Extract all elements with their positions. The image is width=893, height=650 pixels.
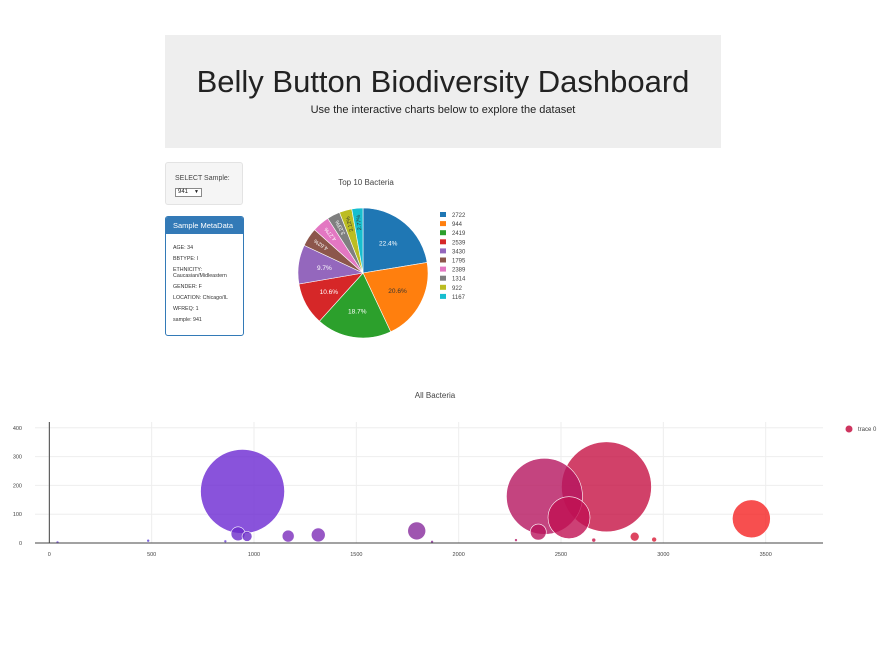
bubble-legend-label[interactable]: trace 0 [858, 427, 877, 433]
bubble-chart-title: All Bacteria [415, 391, 456, 400]
y-tick-label: 0 [19, 541, 22, 547]
metadata-line: WFREQ: 1 [173, 306, 199, 312]
sample-select-dropdown[interactable]: 941 ▼ [175, 188, 202, 197]
bubble-point[interactable] [629, 531, 640, 542]
pie-slice-2722[interactable] [362, 207, 428, 274]
y-tick-label: 300 [13, 455, 22, 461]
sample-selector-label: SELECT Sample: [175, 175, 230, 182]
pie-slice-label: 18.7% [348, 309, 367, 316]
metadata-line: BBTYPE: I [173, 256, 199, 262]
x-tick-label: 2500 [555, 552, 567, 558]
pie-slice-label: 20.6% [388, 288, 407, 295]
metadata-line: ETHNICITY: Caucasian/Midleastern [173, 267, 227, 279]
sample-select-value: 941 [178, 189, 189, 195]
sample-selector-well: SELECT Sample: 941 ▼ [165, 162, 243, 205]
pie-slice-label: 9.7% [317, 265, 332, 272]
bubble-point[interactable] [281, 529, 295, 543]
pie-slice-1167[interactable] [351, 207, 364, 274]
metadata-line: LOCATION: Chicago/IL [173, 295, 228, 301]
metadata-line: AGE: 34 [173, 245, 194, 251]
pie-legend-label[interactable]: 1314 [452, 277, 466, 283]
bubble-point[interactable] [514, 538, 518, 542]
metadata-panel-title: Sample MetaData [166, 217, 243, 234]
legend-swatch[interactable] [440, 275, 446, 281]
pie-slice-label: 2.77% [356, 214, 363, 230]
y-tick-label: 100 [13, 512, 22, 518]
pie-legend-label[interactable]: 3430 [452, 249, 466, 255]
metadata-panel: Sample MetaData AGE: 34 BBTYPE: I ETHNICIT… [165, 216, 244, 336]
bubble-chart[interactable]: All Bacteria 0 100 200 300 400 0 500 1000 1500 20… [0, 385, 893, 595]
bubble-point[interactable] [146, 538, 150, 543]
legend-swatch[interactable] [440, 284, 446, 290]
pie-legend-label[interactable]: 922 [452, 286, 463, 292]
legend-swatch[interactable] [440, 257, 446, 263]
legend-swatch[interactable] [440, 221, 446, 227]
x-tick-label: 500 [147, 552, 156, 558]
bubble-point[interactable] [200, 449, 285, 534]
legend-swatch[interactable] [440, 239, 446, 245]
pie-legend-label[interactable]: 1167 [452, 295, 466, 301]
pie-slice-label: 10.6% [320, 289, 339, 296]
pie-chart-title: Top 10 Bacteria [338, 178, 394, 187]
bubble-point[interactable] [529, 523, 547, 541]
x-tick-label: 1500 [350, 552, 362, 558]
bubble-point[interactable] [241, 531, 253, 542]
bubble-point[interactable] [651, 536, 657, 543]
pie-chart[interactable]: Top 10 Bacteria 22.4% 20.6% 18.7% 10.6% 9.7%… [270, 170, 490, 350]
pie-legend-label[interactable]: 2539 [452, 240, 466, 246]
pie-legend-label[interactable]: 2722 [452, 213, 466, 219]
bubble-point[interactable] [591, 537, 597, 543]
x-tick-label: 2000 [453, 552, 465, 558]
x-tick-label: 3000 [657, 552, 669, 558]
metadata-line: sample: 941 [173, 317, 202, 323]
bubble-point[interactable] [310, 527, 326, 543]
legend-swatch[interactable] [440, 230, 446, 236]
x-tick-label: 1000 [248, 552, 260, 558]
pie-slice-2419[interactable] [319, 272, 392, 339]
pie-legend-label[interactable]: 2389 [452, 268, 466, 274]
x-tick-label: 0 [48, 552, 51, 558]
bubble-point[interactable] [223, 539, 228, 544]
page-title: Belly Button Biodiversity Dashboard [196, 64, 690, 99]
pie-legend-label[interactable]: 1795 [452, 259, 466, 265]
y-tick-label: 400 [13, 426, 22, 432]
pie-legend-label[interactable]: 944 [452, 222, 463, 228]
metadata-line: GENDER: F [173, 284, 202, 290]
legend-swatch[interactable] [440, 266, 446, 272]
chevron-down-icon: ▼ [194, 189, 199, 195]
pie-slice-label: 22.4% [379, 240, 398, 247]
bubble-point[interactable] [547, 496, 591, 539]
y-tick-label: 200 [13, 483, 22, 489]
pie-slice-944[interactable] [362, 262, 429, 333]
pie-slice-label: 3.12% [345, 215, 355, 232]
bubble-point[interactable] [407, 521, 427, 541]
legend-marker[interactable] [845, 425, 853, 433]
legend-swatch[interactable] [440, 212, 446, 217]
legend-swatch[interactable] [440, 293, 446, 299]
x-tick-label: 3500 [760, 552, 772, 558]
bubble-point[interactable] [732, 499, 771, 539]
header-banner: Belly Button Biodiversity Dashboard Use … [165, 35, 721, 148]
page-subtitle: Use the interactive charts below to expl… [310, 104, 576, 116]
pie-legend-label[interactable]: 2419 [452, 231, 466, 237]
legend-swatch[interactable] [440, 248, 446, 254]
metadata-panel-body: AGE: 34 BBTYPE: I ETHNICITY: Caucasian/Mid… [166, 234, 243, 323]
